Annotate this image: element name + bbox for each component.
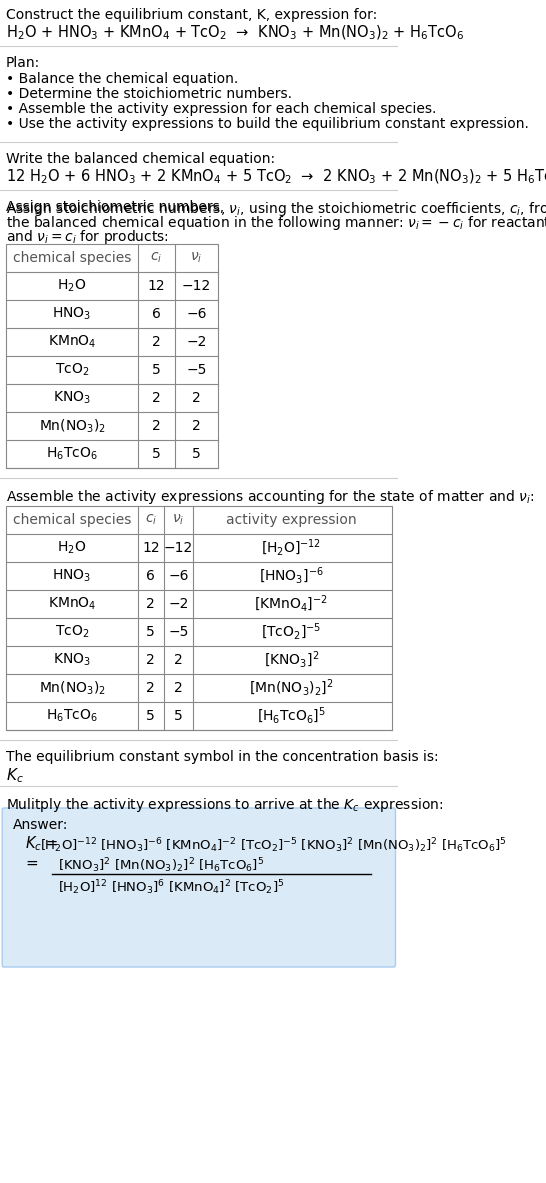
Text: KMnO$_4$: KMnO$_4$ (48, 596, 96, 612)
Text: −2: −2 (168, 597, 188, 610)
Text: TcO$_2$: TcO$_2$ (55, 362, 90, 379)
Text: activity expression: activity expression (226, 513, 357, 526)
Text: [KMnO$_4$]$^{-2}$: [KMnO$_4$]$^{-2}$ (254, 594, 328, 614)
Text: Construct the equilibrium constant, K, expression for:: Construct the equilibrium constant, K, e… (6, 8, 377, 22)
Text: HNO$_3$: HNO$_3$ (52, 305, 92, 322)
Text: $K_c$ =: $K_c$ = (26, 834, 58, 853)
Text: [TcO$_2$]$^{-5}$: [TcO$_2$]$^{-5}$ (261, 622, 322, 642)
Text: H$_6$TcO$_6$: H$_6$TcO$_6$ (46, 707, 98, 724)
Text: 2: 2 (192, 392, 201, 405)
Text: Assign stoichiometric numbers,: Assign stoichiometric numbers, (6, 200, 228, 214)
Text: KNO$_3$: KNO$_3$ (53, 652, 91, 668)
Text: $\nu_i$: $\nu_i$ (191, 251, 203, 265)
Text: Mn(NO$_3$)$_2$: Mn(NO$_3$)$_2$ (39, 679, 105, 697)
Text: 12: 12 (148, 279, 165, 293)
Text: 2: 2 (174, 653, 183, 667)
Text: $c_i$: $c_i$ (145, 512, 157, 528)
Text: [HNO$_3$]$^{-6}$: [HNO$_3$]$^{-6}$ (259, 565, 324, 587)
Text: 2: 2 (152, 419, 161, 433)
Text: 12: 12 (142, 541, 159, 555)
Text: 2: 2 (152, 392, 161, 405)
Text: KMnO$_4$: KMnO$_4$ (48, 334, 96, 350)
Text: chemical species: chemical species (13, 513, 131, 526)
FancyBboxPatch shape (2, 808, 395, 967)
Text: 2: 2 (152, 335, 161, 349)
Text: Mn(NO$_3$)$_2$: Mn(NO$_3$)$_2$ (39, 418, 105, 434)
Text: 5: 5 (174, 709, 183, 723)
Text: −2: −2 (186, 335, 207, 349)
Text: and $\nu_i = c_i$ for products:: and $\nu_i = c_i$ for products: (6, 228, 169, 246)
Text: [H$_6$TcO$_6$]$^5$: [H$_6$TcO$_6$]$^5$ (257, 706, 326, 726)
Text: KNO$_3$: KNO$_3$ (53, 390, 91, 406)
Text: 2: 2 (174, 681, 183, 694)
Text: $K_c$: $K_c$ (6, 767, 23, 784)
Text: =: = (26, 856, 38, 871)
Text: chemical species: chemical species (13, 251, 131, 265)
Text: Mulitply the activity expressions to arrive at the $K_c$ expression:: Mulitply the activity expressions to arr… (6, 796, 443, 814)
Text: Answer:: Answer: (13, 817, 68, 832)
Text: [KNO$_3$]$^2$: [KNO$_3$]$^2$ (264, 649, 319, 671)
Text: 6: 6 (146, 569, 155, 583)
Text: the balanced chemical equation in the following manner: $\nu_i = -c_i$ for react: the balanced chemical equation in the fo… (6, 214, 546, 232)
Text: [KNO$_3$]$^2$ [Mn(NO$_3$)$_2$]$^2$ [H$_6$TcO$_6$]$^5$: [KNO$_3$]$^2$ [Mn(NO$_3$)$_2$]$^2$ [H$_6… (58, 856, 264, 874)
Text: Assign stoichiometric numbers, $\nu_i$, using the stoichiometric coefficients, $: Assign stoichiometric numbers, $\nu_i$, … (6, 200, 546, 218)
Text: [H$_2$O]$^{-12}$: [H$_2$O]$^{-12}$ (261, 538, 322, 558)
Text: $\nu_i$: $\nu_i$ (172, 512, 185, 528)
Text: H$_6$TcO$_6$: H$_6$TcO$_6$ (46, 446, 98, 463)
Text: 2: 2 (146, 653, 155, 667)
Text: 6: 6 (152, 308, 161, 321)
Text: 5: 5 (146, 625, 155, 639)
Text: [Mn(NO$_3$)$_2$]$^2$: [Mn(NO$_3$)$_2$]$^2$ (249, 678, 334, 698)
Text: −12: −12 (182, 279, 211, 293)
Text: • Use the activity expressions to build the equilibrium constant expression.: • Use the activity expressions to build … (6, 117, 529, 131)
Bar (6, 506, 392, 730)
Text: • Determine the stoichiometric numbers.: • Determine the stoichiometric numbers. (6, 88, 292, 101)
Text: H$_2$O: H$_2$O (57, 539, 87, 556)
Text: −6: −6 (186, 308, 207, 321)
Text: 5: 5 (152, 363, 161, 377)
Text: 2: 2 (146, 597, 155, 610)
Text: Plan:: Plan: (6, 56, 40, 70)
Text: TcO$_2$: TcO$_2$ (55, 623, 90, 640)
Text: −12: −12 (164, 541, 193, 555)
Text: HNO$_3$: HNO$_3$ (52, 568, 92, 584)
Text: 12 H$_2$O + 6 HNO$_3$ + 2 KMnO$_4$ + 5 TcO$_2$  →  2 KNO$_3$ + 2 Mn(NO$_3$)$_2$ : 12 H$_2$O + 6 HNO$_3$ + 2 KMnO$_4$ + 5 T… (6, 168, 546, 187)
Text: $c_i$: $c_i$ (151, 251, 163, 265)
Text: 2: 2 (146, 681, 155, 694)
Text: 5: 5 (152, 447, 161, 461)
Text: 5: 5 (146, 709, 155, 723)
Text: [H$_2$O]$^{12}$ [HNO$_3$]$^6$ [KMnO$_4$]$^2$ [TcO$_2$]$^5$: [H$_2$O]$^{12}$ [HNO$_3$]$^6$ [KMnO$_4$]… (58, 878, 284, 897)
Text: 5: 5 (192, 447, 201, 461)
Text: −5: −5 (186, 363, 207, 377)
Bar (6, 244, 218, 468)
Text: −5: −5 (168, 625, 188, 639)
Text: [H$_2$O]$^{-12}$ [HNO$_3$]$^{-6}$ [KMnO$_4$]$^{-2}$ [TcO$_2$]$^{-5}$ [KNO$_3$]$^: [H$_2$O]$^{-12}$ [HNO$_3$]$^{-6}$ [KMnO$… (40, 836, 507, 854)
Text: The equilibrium constant symbol in the concentration basis is:: The equilibrium constant symbol in the c… (6, 750, 438, 764)
Text: −6: −6 (168, 569, 189, 583)
Text: 2: 2 (192, 419, 201, 433)
Text: H$_2$O: H$_2$O (57, 278, 87, 295)
Text: Assemble the activity expressions accounting for the state of matter and $\nu_i$: Assemble the activity expressions accoun… (6, 489, 535, 506)
Text: • Assemble the activity expression for each chemical species.: • Assemble the activity expression for e… (6, 102, 436, 116)
Text: Write the balanced chemical equation:: Write the balanced chemical equation: (6, 151, 275, 166)
Text: H$_2$O + HNO$_3$ + KMnO$_4$ + TcO$_2$  →  KNO$_3$ + Mn(NO$_3$)$_2$ + H$_6$TcO$_6: H$_2$O + HNO$_3$ + KMnO$_4$ + TcO$_2$ → … (6, 24, 464, 43)
Text: • Balance the chemical equation.: • Balance the chemical equation. (6, 72, 238, 86)
